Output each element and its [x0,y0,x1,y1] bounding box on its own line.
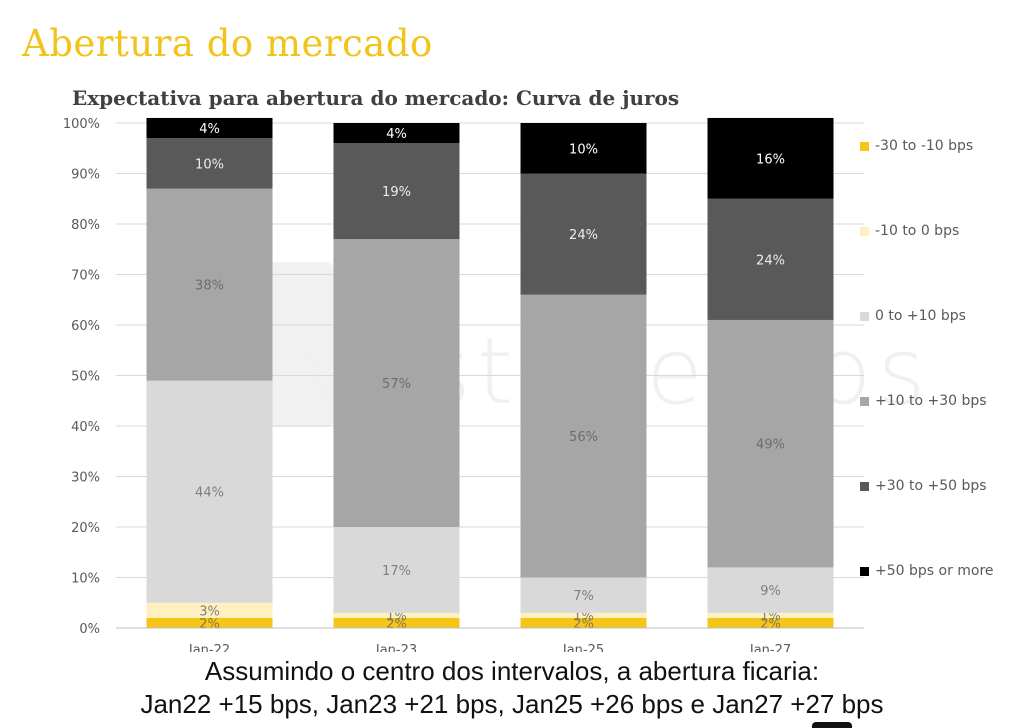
bar-segment [146,617,273,628]
legend-label: -10 to 0 bps [875,223,960,239]
bar-segment [146,138,273,189]
legend-item: +10 to +30 bps [860,391,1000,411]
data-label: 38% [195,279,224,294]
data-label: 1% [386,609,407,624]
y-tick-label: 90% [71,168,100,183]
conclusion-line-1: Assumindo o centro dos intervalos, a abe… [204,656,820,686]
y-tick-label: 20% [71,521,100,536]
x-tick-label: Jan-27 [749,643,791,652]
legend-label: +50 bps or more [875,563,994,579]
y-tick-label: 40% [71,420,100,435]
data-label: 9% [760,584,781,599]
data-label: 3% [199,604,220,619]
bar-segment [520,294,647,578]
y-tick-label: 100% [63,117,100,132]
bar-segment [333,239,460,527]
y-tick-label: 10% [71,572,100,587]
bar-segment [333,123,460,144]
legend-label: +10 to +30 bps [875,393,987,409]
data-label: 24% [756,253,785,268]
bar-segment [333,143,460,240]
legend-item: -10 to 0 bps [860,221,1000,241]
data-label: 1% [760,609,781,624]
y-tick-label: 30% [71,471,100,486]
page-title: Abertura do mercado [22,22,433,65]
bar-segment [707,117,834,199]
x-tick-label: Jan-23 [375,643,417,652]
bar-segment [707,319,834,568]
x-tick-label: Jan-25 [562,643,604,652]
chart-title: Expectativa para abertura do mercado: Cu… [72,86,680,110]
bar-segment [333,612,460,618]
data-label: 16% [756,152,785,167]
data-label: 49% [756,438,785,453]
data-label: 10% [569,142,598,157]
legend-item: -30 to -10 bps [860,136,1000,156]
y-tick-label: 60% [71,319,100,334]
x-tick-label: Jan-22 [188,643,230,652]
legend-swatch [860,397,869,406]
bar-segment [520,612,647,618]
bar-segment [146,602,273,618]
bar-segment [707,612,834,618]
data-label: 10% [195,157,224,172]
bar-segment [707,617,834,628]
bar-segment [707,567,834,613]
legend-swatch [860,227,869,236]
legend-swatch [860,312,869,321]
data-label: 7% [573,589,594,604]
legend-label: 0 to +10 bps [875,308,966,324]
data-label: 17% [382,564,411,579]
data-label: 57% [382,377,411,392]
stacked-bar-chart: 0%10%20%30%40%50%60%70%80%90%100%2%3%44%… [63,117,864,652]
legend-item: 0 to +10 bps [860,306,1000,326]
legend-swatch [860,482,869,491]
data-label: 4% [386,127,407,142]
corner-mark [812,722,852,728]
data-label: 44% [195,486,224,501]
data-label: 24% [569,228,598,243]
bar-segment [520,617,647,628]
data-label: 4% [199,122,220,137]
legend-label: -30 to -10 bps [875,138,974,154]
y-tick-label: 70% [71,269,100,284]
y-tick-label: 50% [71,370,100,385]
legend-swatch [860,142,869,151]
bar-segment [520,173,647,295]
legend-item: +50 bps or more [860,561,1000,581]
bar-segment [707,198,834,320]
legend-item: +30 to +50 bps [860,476,1000,496]
data-label: 19% [382,185,411,200]
bar-segment [333,527,460,613]
bar-segment [520,577,647,613]
y-tick-label: 80% [71,218,100,233]
legend-swatch [860,567,869,576]
legend-label: +30 to +50 bps [875,478,987,494]
y-tick-label: 0% [79,622,100,637]
conclusion-line-2: Jan22 +15 bps, Jan23 +21 bps, Jan25 +26 … [140,689,884,719]
bar-segment [146,380,273,603]
bar-segment [333,617,460,628]
data-label: 1% [573,609,594,624]
bar-segment [146,117,273,139]
data-label: 56% [569,430,598,445]
bar-segment [520,123,647,174]
bar-segment [146,188,273,381]
watermark-logo [262,262,334,427]
